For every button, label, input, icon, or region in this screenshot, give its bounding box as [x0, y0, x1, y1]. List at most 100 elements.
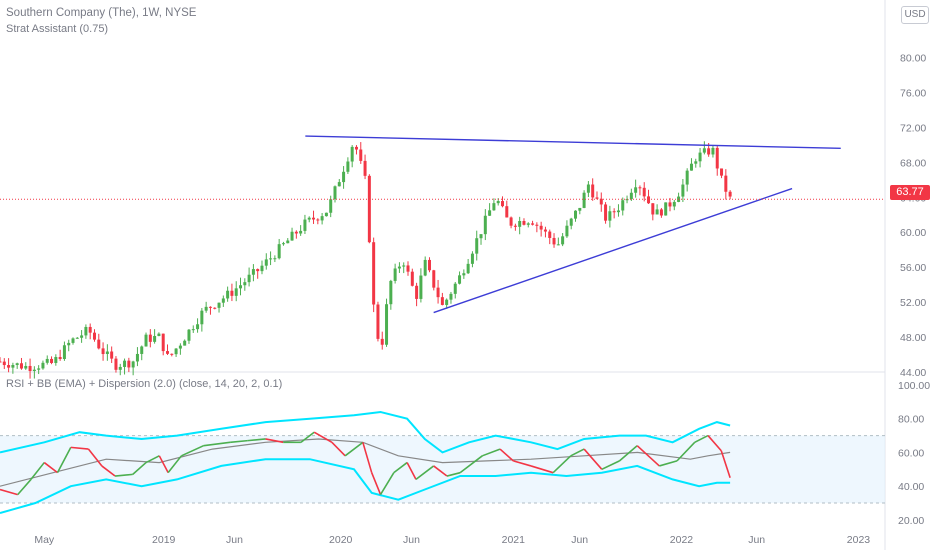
candle-body — [354, 146, 358, 150]
candle-body — [153, 335, 157, 342]
candle-body — [80, 335, 84, 338]
rsi-segment — [145, 455, 160, 464]
candle-body — [28, 365, 32, 372]
candle-body — [621, 200, 625, 211]
rsi-segment — [601, 460, 620, 471]
candle-body — [299, 230, 303, 234]
candle-body — [101, 348, 105, 355]
candle-body — [582, 192, 586, 208]
candle-body — [647, 196, 651, 204]
candle-body — [230, 290, 234, 296]
rsi-segment — [203, 441, 231, 447]
rsi-segment — [513, 460, 532, 467]
x-tick-label: Jun — [403, 534, 420, 546]
candle-body — [41, 362, 45, 369]
candle-body — [183, 340, 187, 346]
candle-body — [522, 220, 526, 225]
candle-body — [720, 168, 724, 176]
candle-body — [526, 223, 530, 225]
candle-body — [84, 326, 88, 336]
x-tick-label: Jun — [748, 534, 765, 546]
candle-body — [397, 266, 401, 269]
rsi-segment — [707, 435, 722, 452]
rsi-segment — [499, 448, 514, 462]
rsi-segment — [676, 441, 696, 462]
x-tick-label: May — [34, 534, 55, 546]
candle-body — [694, 161, 698, 164]
candle-body — [281, 243, 285, 245]
candle-body — [651, 203, 655, 215]
rsi-panel-title[interactable]: RSI + BB (EMA) + Dispersion (2.0) (close… — [6, 378, 283, 390]
candle-body — [406, 265, 410, 272]
candle-body — [458, 275, 462, 284]
candle-body — [277, 244, 281, 259]
rsi-segment — [300, 431, 315, 443]
candle-body — [243, 282, 247, 286]
rsi-segment — [0, 488, 18, 496]
candle-body — [264, 259, 268, 266]
candle-body — [0, 361, 2, 363]
candle-body — [707, 148, 711, 155]
rsi-tick-label: 60.00 — [898, 447, 924, 459]
candle-body — [543, 229, 547, 232]
candle-body — [148, 334, 152, 342]
candle-body — [389, 280, 393, 305]
candle-body — [174, 348, 178, 355]
rsi-segment — [181, 444, 204, 457]
candle-body — [208, 306, 212, 308]
candle-body — [685, 170, 689, 185]
candle-body — [453, 283, 457, 294]
candle-body — [664, 202, 668, 216]
candle-body — [724, 175, 728, 192]
candle-body — [380, 338, 384, 345]
candle-body — [50, 358, 54, 363]
x-tick-label: 2023 — [847, 534, 871, 546]
candle-body — [668, 202, 672, 207]
candle-body — [372, 242, 376, 305]
candle-body — [114, 358, 118, 370]
candle-body — [363, 160, 367, 176]
candle-body — [247, 274, 251, 283]
rsi-segment — [415, 465, 435, 481]
candle-body — [221, 298, 225, 303]
candle-body — [260, 265, 264, 272]
candle-body — [445, 299, 449, 305]
price-tick-label: 52.00 — [900, 297, 926, 309]
candle-body — [204, 306, 208, 311]
candle-body — [127, 360, 131, 368]
rsi-segment — [30, 462, 45, 480]
candle-body — [324, 212, 328, 217]
trendline-upper — [305, 135, 841, 150]
rsi-segment — [101, 465, 116, 477]
candle-body — [217, 302, 221, 308]
rsi-segment — [659, 460, 678, 467]
rsi-tick-label: 40.00 — [898, 481, 924, 493]
candle-body — [513, 225, 517, 227]
price-tick-label: 72.00 — [900, 122, 926, 134]
rsi-segment — [570, 448, 585, 457]
rsi-segment — [583, 448, 603, 470]
currency-badge[interactable]: USD — [901, 6, 929, 24]
candle-body — [178, 345, 182, 349]
price-tick-label: 56.00 — [900, 262, 926, 274]
candle-body — [329, 199, 333, 213]
candle-body — [11, 364, 15, 368]
candle-body — [165, 351, 169, 354]
candle-body — [187, 329, 191, 341]
candle-body — [58, 357, 62, 359]
candle-body — [539, 225, 543, 230]
candle-body — [578, 207, 582, 211]
price-tick-label: 44.00 — [900, 367, 926, 379]
rsi-segment — [132, 461, 147, 475]
candle-body — [642, 187, 646, 197]
price-tick-label: 60.00 — [900, 227, 926, 239]
indicator-label[interactable]: Strat Assistant (0.75) — [6, 23, 109, 35]
candle-body — [290, 231, 294, 241]
rsi-tick-label: 80.00 — [898, 414, 924, 426]
candle-body — [518, 220, 522, 227]
candle-body — [659, 209, 663, 216]
trendline-lower — [433, 187, 793, 314]
candle-body — [505, 206, 509, 218]
candle-body — [608, 211, 612, 221]
